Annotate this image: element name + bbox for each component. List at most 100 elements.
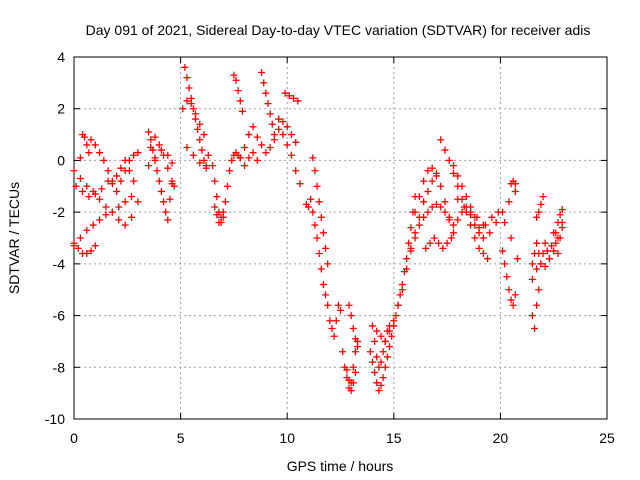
data-point (115, 216, 123, 224)
data-point (226, 167, 234, 175)
data-point (388, 332, 396, 340)
data-point (467, 221, 475, 229)
data-point (426, 239, 434, 247)
data-point (91, 190, 99, 198)
data-point (160, 198, 168, 206)
data-point (349, 325, 357, 332)
data-point (153, 167, 161, 175)
series-track-a (70, 167, 142, 229)
data-point (499, 247, 507, 255)
data-point (83, 141, 91, 149)
series-track-k (181, 63, 212, 170)
data-point (192, 110, 200, 118)
data-point (447, 234, 455, 242)
data-point (437, 182, 445, 190)
data-point (155, 141, 163, 149)
data-point (128, 193, 136, 201)
data-point (392, 312, 400, 320)
data-point (386, 343, 394, 351)
data-point (349, 379, 357, 387)
data-point (381, 363, 389, 371)
data-point (337, 306, 344, 314)
y-tick-label: -4 (53, 256, 66, 272)
series-track-u (241, 149, 261, 170)
data-point (322, 291, 330, 299)
data-point (85, 193, 93, 201)
data-point (503, 273, 511, 281)
data-point (79, 187, 87, 195)
data-point (305, 203, 313, 211)
data-point (415, 221, 423, 229)
data-point (168, 159, 176, 167)
data-point (501, 260, 509, 268)
data-point (215, 218, 223, 226)
data-point (108, 208, 116, 216)
data-point (379, 374, 387, 382)
data-point (351, 368, 359, 376)
data-point (266, 110, 274, 118)
data-point (279, 131, 287, 139)
data-point (204, 151, 212, 159)
series-track-ao (528, 286, 543, 332)
data-point (279, 118, 287, 126)
data-point (371, 337, 379, 345)
series-track-h (145, 128, 178, 224)
data-point (507, 234, 515, 242)
data-point (475, 229, 483, 237)
y-tick-label: -8 (53, 359, 66, 375)
data-point (334, 301, 342, 309)
data-point (209, 162, 217, 170)
data-point (511, 180, 519, 188)
data-point (234, 87, 242, 95)
data-point (345, 376, 353, 384)
series-track-y (343, 366, 359, 395)
data-point (428, 203, 436, 211)
data-point (386, 322, 394, 330)
series-track-ak (499, 247, 519, 309)
data-point (76, 154, 84, 162)
y-tick-label: 4 (57, 49, 65, 65)
series-track-aj (475, 208, 521, 263)
data-point (479, 250, 487, 258)
data-point (130, 177, 138, 185)
data-point (236, 154, 244, 162)
data-point (479, 234, 487, 242)
data-point (87, 136, 95, 144)
data-point (351, 348, 359, 356)
data-point (224, 182, 232, 190)
data-point (83, 226, 91, 234)
data-point (81, 133, 89, 141)
data-point (354, 343, 362, 351)
data-point (121, 221, 129, 229)
data-point (241, 144, 249, 151)
y-tick-label: -10 (45, 411, 65, 427)
data-point (157, 187, 165, 195)
data-point (134, 149, 142, 157)
data-point (145, 128, 153, 136)
data-point (351, 335, 359, 343)
data-point (283, 141, 291, 149)
data-point (194, 125, 202, 133)
data-point (183, 144, 191, 151)
data-point (307, 195, 315, 203)
series-track-w (309, 154, 332, 268)
data-point (183, 97, 191, 105)
data-point (102, 203, 110, 211)
series-track-aq (552, 206, 566, 237)
data-point (230, 71, 238, 79)
data-point (554, 234, 562, 242)
data-point (211, 177, 219, 185)
data-point (424, 167, 432, 175)
data-point (200, 156, 208, 164)
data-point (535, 286, 543, 294)
data-point (121, 156, 129, 164)
data-point (501, 218, 509, 226)
data-point (96, 195, 104, 203)
data-point (275, 115, 283, 123)
data-point (270, 131, 278, 139)
data-point (168, 180, 176, 188)
data-point (435, 239, 443, 247)
data-point (403, 265, 411, 273)
data-point (558, 224, 566, 232)
data-point (439, 244, 447, 252)
